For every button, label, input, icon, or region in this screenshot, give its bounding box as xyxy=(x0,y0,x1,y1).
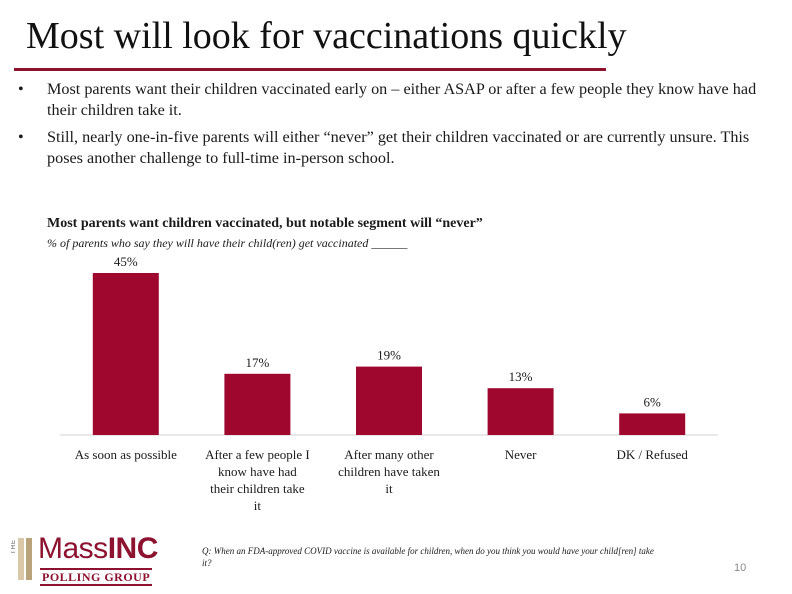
category-label: children have taken xyxy=(338,464,440,479)
chart-subtitle: % of parents who say they will have thei… xyxy=(47,236,408,250)
logo-stripe xyxy=(26,538,32,580)
category-label: DK / Refused xyxy=(616,447,688,462)
logo-name-bold: INC xyxy=(107,532,159,565)
bar xyxy=(224,373,291,435)
category-label: As soon as possible xyxy=(75,447,177,462)
category-label: it xyxy=(254,498,262,513)
bullet-text: Most parents want their children vaccina… xyxy=(47,80,757,119)
masssinc-logo: THE MassINC POLLING GROUP xyxy=(6,530,186,588)
logo-stripe xyxy=(18,538,24,580)
logo-the-text: THE xyxy=(11,539,17,554)
logo-name-light: Mass xyxy=(38,532,108,565)
bullet-list: • Most parents want their children vacci… xyxy=(18,79,768,175)
data-label: 19% xyxy=(377,348,401,363)
logo-subtitle: POLLING GROUP xyxy=(40,568,153,586)
category-label: After a few people I xyxy=(205,447,310,462)
logo-wordmark: MassINC xyxy=(38,532,158,566)
bar xyxy=(487,388,554,435)
category-label: know have had xyxy=(218,464,297,479)
page-number: 10 xyxy=(734,562,747,574)
bar xyxy=(92,273,159,435)
bullet-item: • Most parents want their children vacci… xyxy=(18,79,768,121)
title-rule xyxy=(14,68,606,71)
category-label: it xyxy=(385,481,393,496)
data-label: 45% xyxy=(114,254,138,269)
bullet-marker: • xyxy=(18,128,24,146)
data-label: 17% xyxy=(245,355,269,370)
bullet-item: • Still, nearly one-in-five parents will… xyxy=(18,127,768,169)
data-label: 6% xyxy=(644,394,662,409)
category-label: After many other xyxy=(344,447,434,462)
question-footnote: Q: When an FDA-approved COVID vaccine is… xyxy=(202,546,654,568)
category-label: Never xyxy=(505,447,537,462)
bullet-text: Still, nearly one-in-five parents will e… xyxy=(47,128,750,167)
bar xyxy=(619,413,686,435)
bullet-marker: • xyxy=(18,80,24,98)
category-label: their children take xyxy=(210,481,305,496)
bar xyxy=(356,366,422,435)
slide-title: Most will look for vaccinations quickly xyxy=(26,15,627,57)
chart-title: Most parents want children vaccinated, b… xyxy=(47,216,483,231)
data-label: 13% xyxy=(509,369,533,384)
